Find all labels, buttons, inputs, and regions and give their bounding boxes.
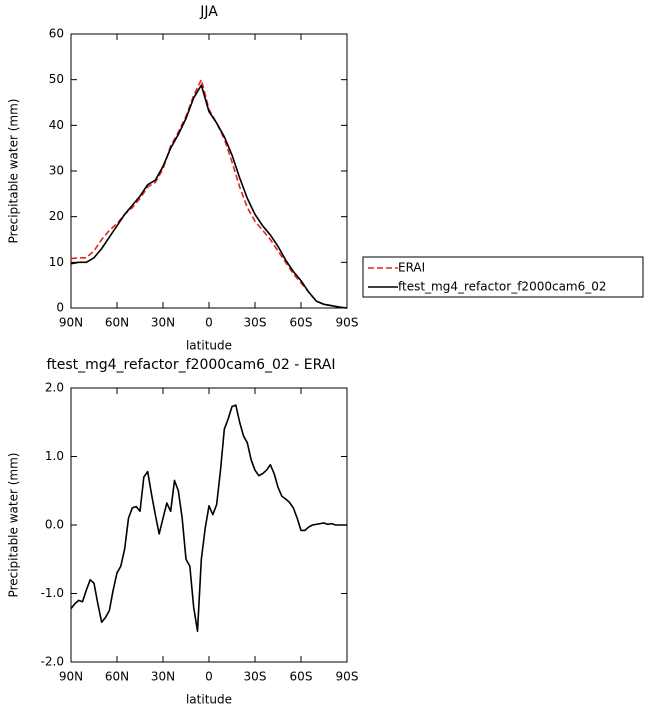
y-axis-label: Precipitable water (mm) <box>7 453 21 598</box>
x-tick-label: 0 <box>205 670 213 684</box>
x-tick-label: 30S <box>244 670 267 684</box>
y-tick-label: 50 <box>49 72 64 86</box>
y-tick-label: 20 <box>49 209 64 223</box>
legend-label: ERAI <box>398 261 425 275</box>
series-line <box>70 404 347 632</box>
y-tick-label: -2.0 <box>41 655 64 669</box>
series-line <box>70 84 348 309</box>
y-tick-label: 0 <box>56 301 64 315</box>
x-axis-label: latitude <box>186 339 232 353</box>
y-tick-label: 0.0 <box>45 518 64 532</box>
x-tick-label: 90N <box>59 670 83 684</box>
x-tick-label: 30N <box>151 316 175 330</box>
chart-title: JJA <box>199 4 218 20</box>
x-tick-label: 60N <box>105 316 129 330</box>
x-tick-label: 30N <box>151 670 175 684</box>
x-tick-label: 60S <box>290 670 313 684</box>
x-tick-label: 90S <box>336 316 359 330</box>
y-tick-label: 1.0 <box>45 449 64 463</box>
y-tick-label: 60 <box>49 27 64 41</box>
y-tick-label: 10 <box>49 255 64 269</box>
y-tick-label: 2.0 <box>45 381 64 395</box>
x-tick-label: 60S <box>290 316 313 330</box>
x-tick-label: 90N <box>59 316 83 330</box>
x-tick-label: 90S <box>336 670 359 684</box>
x-tick-label: 30S <box>244 316 267 330</box>
y-tick-label: 30 <box>49 164 64 178</box>
x-tick-label: 60N <box>105 670 129 684</box>
plot-frame <box>70 387 348 663</box>
x-tick-label: 0 <box>205 316 213 330</box>
y-tick-label: -1.0 <box>41 586 64 600</box>
y-tick-label: 40 <box>49 118 64 132</box>
x-axis-label: latitude <box>186 693 232 707</box>
chart-title: ftest_mg4_refactor_f2000cam6_02 - ERAI <box>47 357 336 373</box>
legend-label: ftest_mg4_refactor_f2000cam6_02 <box>398 280 607 294</box>
legend-box <box>362 256 644 298</box>
series-line <box>70 78 348 309</box>
plot-frame <box>70 33 348 309</box>
y-axis-label: Precipitable water (mm) <box>7 99 21 244</box>
